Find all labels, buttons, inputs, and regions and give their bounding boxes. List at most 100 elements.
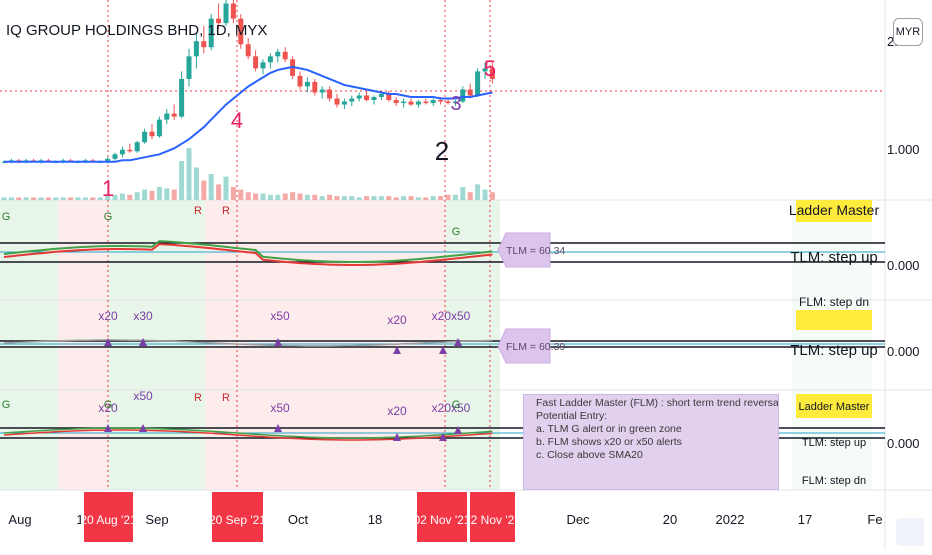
signal-marker [439, 433, 447, 441]
candle-body [438, 100, 444, 102]
volume-bar [386, 196, 392, 200]
signal-label: x20x50 [432, 309, 471, 323]
auto-scale-button[interactable] [896, 518, 924, 546]
volume-bar [60, 197, 66, 200]
volume-bar [297, 193, 303, 200]
info-line: Fast Ladder Master (FLM) : short term tr… [536, 397, 779, 409]
zone-band [205, 300, 445, 390]
wave-label: 5 [484, 56, 496, 81]
volume-bar [216, 184, 222, 200]
candle-body [467, 89, 473, 96]
zone-signal: R [194, 392, 202, 404]
candle-body [460, 89, 466, 102]
volume-bar [290, 192, 296, 200]
volume-bar [45, 197, 51, 200]
value-tag-bg [497, 232, 551, 268]
volume-bar [90, 197, 96, 200]
candle-body [119, 149, 125, 155]
indicator-tick: 0.000 [887, 344, 920, 359]
signal-label: x20 [98, 309, 118, 323]
volume-bar [238, 189, 244, 200]
indicator-tick: 0.000 [887, 436, 920, 451]
time-tick: Aug [8, 512, 31, 527]
volume-bar [171, 189, 177, 200]
side-panel-label: Ladder Master [789, 202, 880, 218]
combo-slow-line [3, 429, 493, 441]
wave-label: 2 [435, 136, 449, 166]
info-line: a. TLM G alert or in green zone [536, 423, 682, 435]
volume-bar [260, 193, 266, 200]
combo-fast-line [3, 427, 493, 439]
currency-button[interactable]: MYR [893, 18, 923, 46]
zone-signal: G [104, 211, 113, 223]
zone-signal: R [222, 392, 230, 404]
tlm-fast-line [3, 240, 493, 263]
volume-bar [119, 193, 125, 200]
volume-bar [282, 193, 288, 200]
signal-marker [104, 338, 112, 346]
zone-signal: G [452, 399, 461, 411]
volume-bar [53, 197, 59, 200]
candle-body [341, 101, 347, 105]
volume-bar [223, 176, 229, 200]
candle-body [445, 101, 451, 104]
zone-band [205, 200, 445, 300]
candle-body [393, 100, 399, 104]
volume-bar [334, 196, 340, 200]
highlight-date: 02 Nov '21 [414, 513, 471, 527]
volume-bar [112, 194, 118, 200]
flm-info-box: Fast Ladder Master (FLM) : short term tr… [523, 394, 779, 490]
zone-band [445, 390, 500, 490]
candle-body [297, 75, 303, 87]
zone-signal: G [2, 211, 11, 223]
zone-band [108, 390, 205, 490]
candle-body [267, 56, 273, 63]
volume-bar [97, 197, 103, 200]
side-panel-bg [792, 200, 872, 490]
candle-body [482, 68, 488, 72]
signal-marker [439, 346, 447, 354]
candle-body [489, 68, 495, 79]
volume-bar [378, 196, 384, 200]
volume-bar [193, 167, 199, 200]
volume-bar [408, 196, 414, 200]
signal-marker [454, 426, 462, 434]
candle-body [208, 18, 214, 48]
candle-body [386, 94, 392, 101]
volume-bar [253, 193, 259, 200]
volume-bar [208, 174, 214, 200]
signal-marker [454, 338, 462, 346]
signal-label: x30 [133, 309, 153, 323]
wave-label: 1 [102, 176, 114, 201]
price-tick: 2. [887, 34, 898, 49]
candle-body [127, 149, 133, 152]
candle-body [378, 94, 384, 98]
candle-body [304, 81, 310, 87]
zone-band [445, 200, 500, 300]
candle-body [415, 101, 421, 105]
time-tick: Oct [288, 512, 309, 527]
side-panel-label: Ladder Master [799, 401, 870, 413]
volume-bar [371, 196, 377, 200]
candle-body [430, 100, 436, 104]
volume-bar [38, 197, 44, 200]
volume-bar [475, 184, 481, 200]
value-tag: FLM = 60.39 [506, 341, 565, 353]
time-tick: 1 [76, 512, 83, 527]
volume-bar [467, 192, 473, 200]
zone-signal: G [452, 226, 461, 238]
zone-band [58, 300, 108, 390]
candle-body [349, 98, 355, 102]
highlight-date-bg [470, 492, 515, 542]
candle-body [423, 101, 429, 104]
volume-bar [401, 196, 407, 200]
candle-body [312, 81, 318, 93]
zone-band [0, 300, 58, 390]
signal-label: x50 [133, 389, 153, 403]
volume-bar [156, 187, 162, 200]
candle-body [156, 119, 162, 137]
value-tag-bg [497, 328, 551, 364]
highlight-date-bg [84, 492, 133, 542]
candle-body [134, 142, 140, 152]
